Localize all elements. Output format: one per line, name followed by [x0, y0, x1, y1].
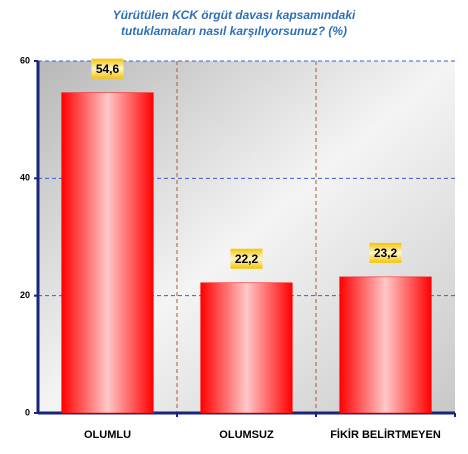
value-label: 22,2: [235, 252, 259, 266]
y-tick-label: 40: [20, 173, 30, 183]
x-tick-label: OLUMSUZ: [219, 429, 274, 441]
value-label: 54,6: [96, 62, 120, 76]
chart-title: Yürütülen KCK örgüt davası kapsamındaki …: [112, 8, 356, 38]
value-label-box: [91, 58, 124, 79]
x-tick-label: OLUMLU: [84, 429, 131, 441]
bar: [200, 282, 293, 414]
x-tick-label: FİKİR BELİRTMEYEN: [330, 428, 441, 441]
y-tick-label: 0: [25, 407, 30, 417]
bar: [61, 92, 154, 414]
bar: [339, 276, 432, 414]
value-label-box: [230, 248, 263, 269]
y-tick-label: 60: [20, 55, 30, 65]
value-label-box: [369, 242, 402, 263]
value-label: 23,2: [374, 246, 398, 260]
y-tick-label: 20: [20, 290, 30, 300]
